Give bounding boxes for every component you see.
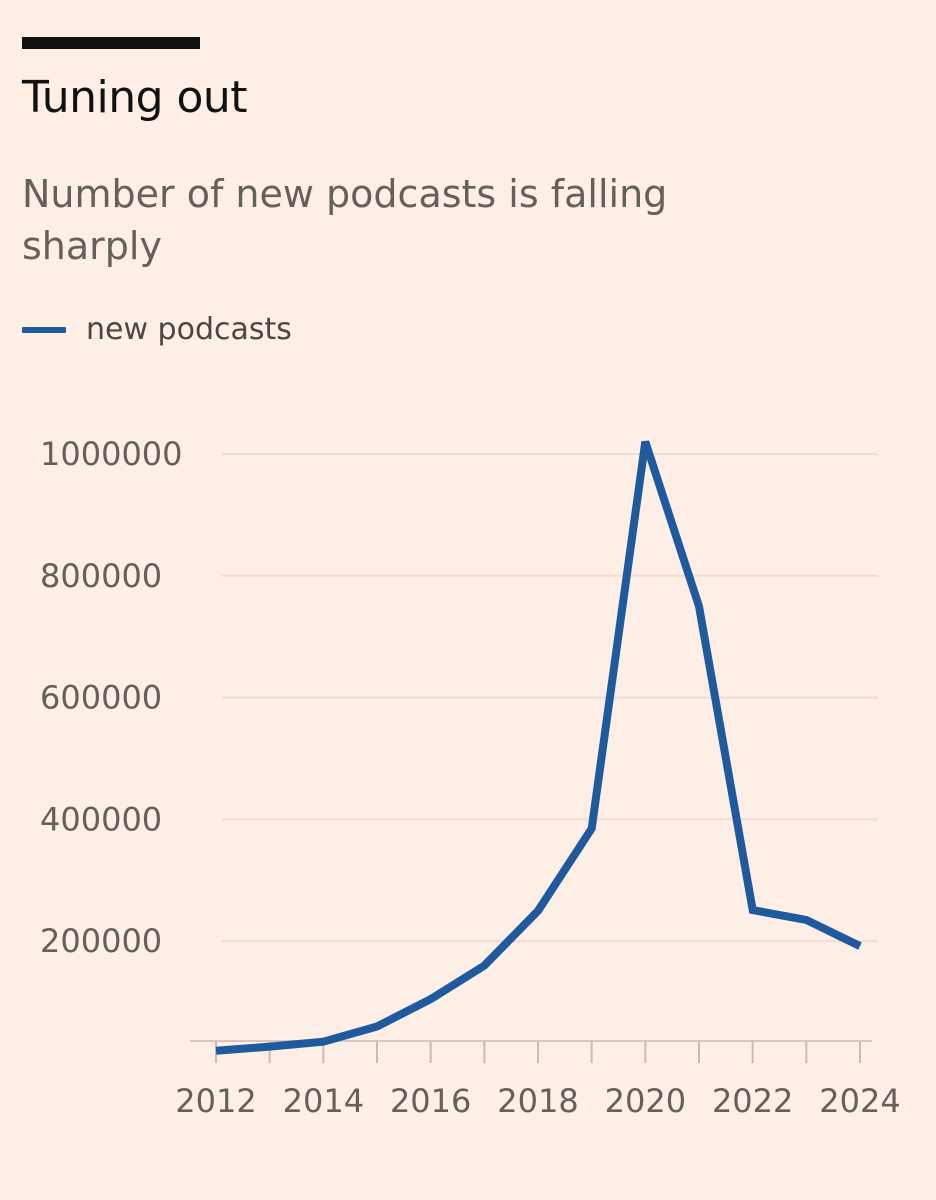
x-tick-label: 2024 xyxy=(819,1082,900,1120)
legend-swatch xyxy=(22,326,66,333)
y-tick-label: 200000 xyxy=(40,922,162,960)
series-line-new-podcasts xyxy=(215,440,862,1055)
chart-title: Tuning out xyxy=(22,72,248,123)
legend: new podcasts xyxy=(22,312,292,347)
chart-subtitle: Number of new podcasts is falling sharpl… xyxy=(22,172,668,268)
x-tick-label: 2018 xyxy=(497,1082,578,1120)
title-accent-bar xyxy=(22,37,200,49)
x-axis xyxy=(190,1040,872,1063)
y-axis-tick-labels: 200000 400000 600000 800000 1000000 xyxy=(40,435,183,960)
x-tick-label: 2014 xyxy=(283,1082,364,1120)
x-tick-label: 2012 xyxy=(175,1082,256,1120)
legend-label: new podcasts xyxy=(86,312,292,347)
series-lines xyxy=(215,440,862,1055)
y-tick-label: 1000000 xyxy=(40,435,183,473)
y-tick-label: 600000 xyxy=(40,679,162,717)
gridlines xyxy=(222,453,878,943)
x-tick-label: 2020 xyxy=(605,1082,686,1120)
x-axis-tick-labels: 2012 2014 2016 2018 2020 2022 2024 xyxy=(175,1082,900,1120)
x-tick-label: 2022 xyxy=(712,1082,793,1120)
x-tick-label: 2016 xyxy=(390,1082,471,1120)
y-tick-label: 800000 xyxy=(40,557,162,595)
y-tick-label: 400000 xyxy=(40,800,162,838)
